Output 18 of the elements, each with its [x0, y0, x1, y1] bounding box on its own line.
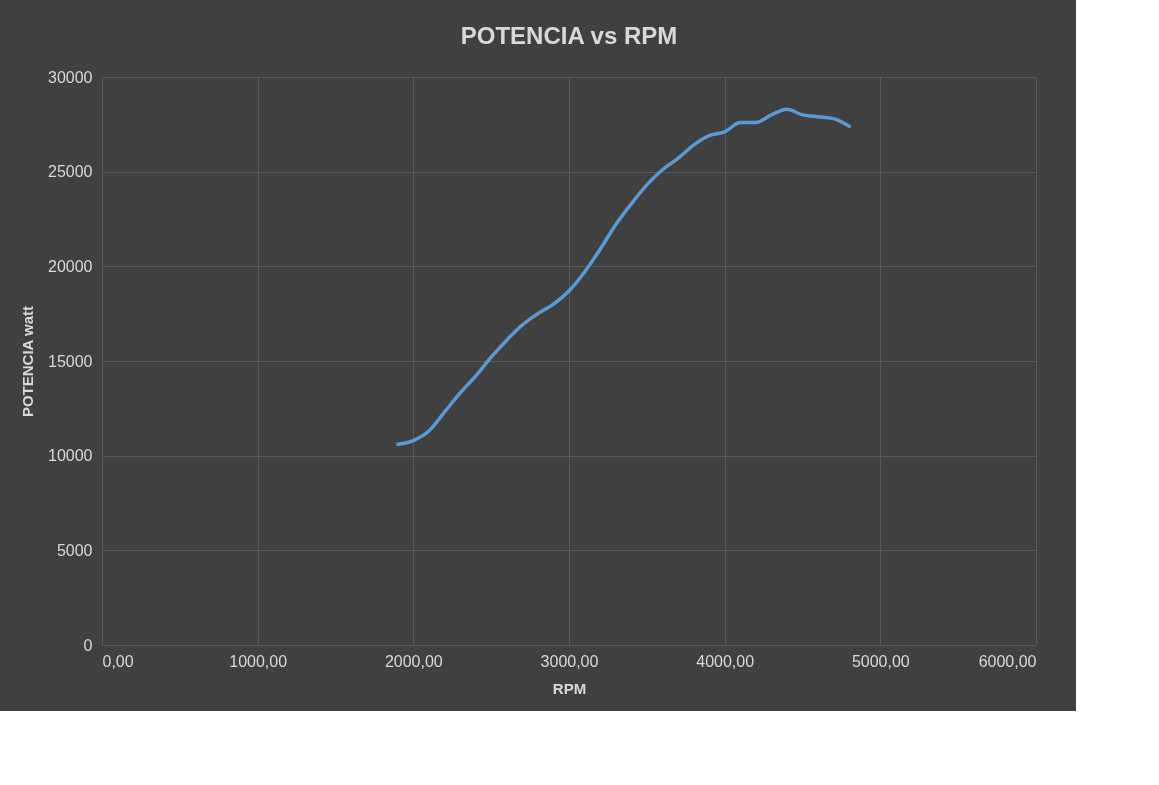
y-tick-label: 5000: [56, 541, 93, 559]
chart-title: POTENCIA vs RPM: [460, 22, 678, 49]
x-tick-label: 6000,00: [978, 652, 1037, 670]
x-tick-label: 0,00: [102, 652, 134, 670]
y-tick-label: 20000: [48, 257, 93, 275]
x-tick-label: 3000,00: [540, 652, 599, 670]
y-axis-title: POTENCIA watt: [19, 305, 37, 418]
y-tick-label: 15000: [48, 352, 93, 370]
x-tick-label: 5000,00: [851, 652, 910, 670]
y-tick-label: 30000: [48, 68, 93, 86]
y-tick-label: 0: [83, 636, 93, 654]
x-tick-label: 4000,00: [696, 652, 755, 670]
line-series: [396, 107, 851, 447]
y-tick-label: 25000: [48, 163, 93, 181]
x-tick-label: 2000,00: [384, 652, 443, 670]
x-axis-title: RPM: [552, 679, 587, 697]
y-tick-label: 10000: [48, 447, 93, 465]
x-tick-label: 1000,00: [229, 652, 288, 670]
